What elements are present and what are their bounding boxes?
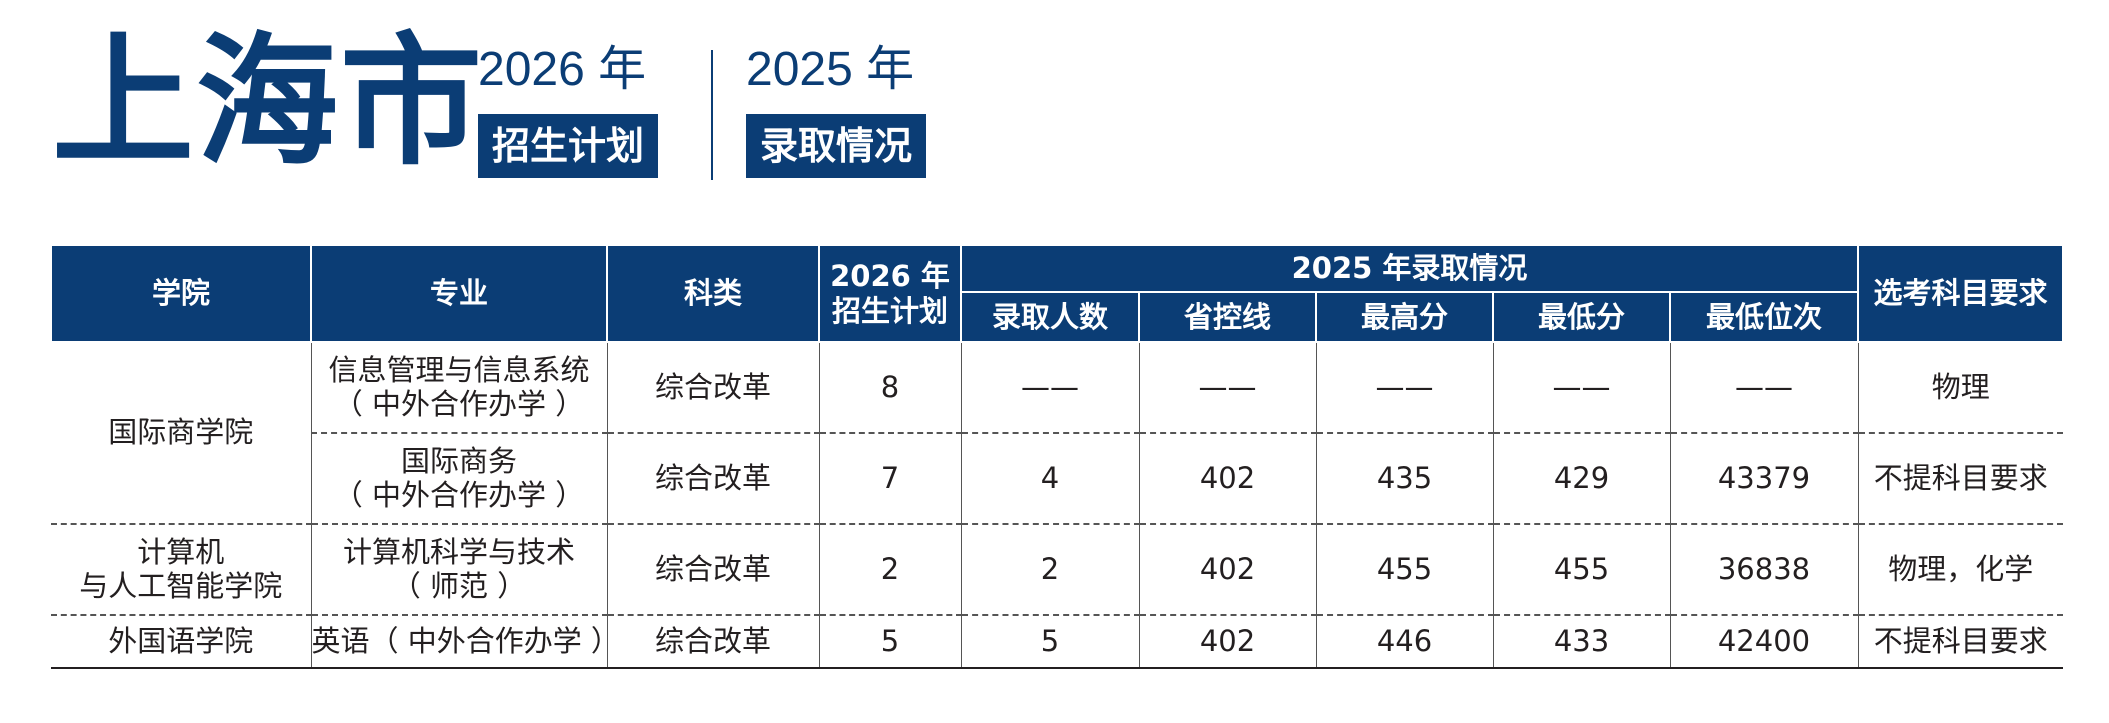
header-plan-2026: 2026 年 招生计划	[818, 244, 962, 343]
header-admission-2025: 2025 年录取情况	[960, 244, 1859, 293]
college-cell: 国际商学院	[51, 342, 312, 525]
major-cell: 计算机科学与技术 （ 师范 ）	[310, 524, 608, 616]
header-plan-year: 2026 年	[830, 258, 950, 293]
major-name: 国际商务	[400, 444, 517, 479]
header-highest: 最高分	[1315, 291, 1494, 343]
subjects-cell: 不提科目要求	[1857, 433, 2063, 525]
highest-cell: 435	[1315, 433, 1494, 525]
header-admitted-count: 录取人数	[960, 291, 1140, 343]
header-major: 专业	[310, 244, 608, 343]
rank-cell: 43379	[1669, 433, 1859, 525]
admission-tag: 录取情况	[746, 114, 927, 178]
major-name: 信息管理与信息系统	[328, 353, 590, 388]
subjects-cell: 物理	[1857, 342, 2063, 434]
major-note: （ 师范 ）	[391, 568, 527, 603]
header-subject-req: 选考科目要求	[1857, 244, 2064, 343]
plan-cell: 8	[818, 342, 962, 434]
header-plan-label: 招生计划	[831, 293, 948, 328]
provincial-cell: 402	[1138, 524, 1317, 616]
plan-cell: 7	[818, 433, 962, 525]
major-cell: 信息管理与信息系统 （ 中外合作办学 ）	[310, 342, 608, 434]
subjects-cell: 物理，化学	[1857, 524, 2063, 616]
subjects-cell: 不提科目要求	[1857, 615, 2063, 669]
plan-year: 2026 年	[478, 43, 647, 96]
header-lowest: 最低分	[1492, 291, 1671, 343]
admission-table: 学院 专业 科类 2026 年 招生计划 2025 年录取情况 选考科目要求 录…	[50, 244, 2064, 669]
admitted-cell: ——	[960, 342, 1140, 434]
major-cell: 英语（ 中外合作办学 ）	[310, 615, 620, 669]
header-category: 科类	[606, 244, 820, 343]
provincial-cell: 402	[1138, 615, 1317, 669]
plan-tag: 招生计划	[478, 114, 659, 178]
admitted-cell: 5	[960, 615, 1140, 669]
major-note: （ 中外合作办学 ）	[333, 386, 585, 421]
table-row: 计算机 与人工智能学院 计算机科学与技术 （ 师范 ） 综合改革 2 2 402…	[51, 524, 2063, 616]
highest-cell: ——	[1315, 342, 1494, 434]
rank-cell: ——	[1669, 342, 1859, 434]
admitted-cell: 2	[960, 524, 1140, 616]
provincial-cell: 402	[1138, 433, 1317, 525]
rank-cell: 42400	[1669, 615, 1859, 669]
header-college: 学院	[50, 244, 312, 343]
header-provincial-line: 省控线	[1138, 291, 1317, 343]
admission-year: 2025 年	[746, 43, 915, 96]
category-cell: 综合改革	[606, 524, 820, 616]
page-title: 上海市	[52, 20, 484, 185]
rank-cell: 36838	[1669, 524, 1859, 616]
college-cell: 外国语学院	[51, 615, 312, 669]
major-name: 计算机科学与技术	[342, 535, 575, 570]
college-cell: 计算机 与人工智能学院	[51, 524, 312, 616]
table-row: 国际商学院 信息管理与信息系统 （ 中外合作办学 ） 综合改革 8 —— —— …	[51, 342, 2063, 525]
lowest-cell: 429	[1492, 433, 1671, 525]
admitted-cell: 4	[960, 433, 1140, 525]
highest-cell: 446	[1315, 615, 1494, 669]
category-cell: 综合改革	[606, 433, 820, 525]
lowest-cell: ——	[1492, 342, 1671, 434]
category-cell: 综合改革	[606, 342, 820, 434]
college-name-line2: 与人工智能学院	[79, 568, 283, 603]
table-row: 外国语学院 英语（ 中外合作办学 ） 综合改革 5 5 402 446 433 …	[51, 615, 2063, 669]
plan-cell: 5	[818, 615, 962, 669]
highest-cell: 455	[1315, 524, 1494, 616]
header-divider	[711, 50, 713, 180]
lowest-cell: 433	[1492, 615, 1671, 669]
college-name-line1: 计算机	[137, 535, 225, 570]
admission-2025-block: 2025 年 录取情况	[746, 43, 927, 178]
lowest-cell: 455	[1492, 524, 1671, 616]
major-note: （ 中外合作办学 ）	[333, 477, 585, 512]
plan-2026-block: 2026 年 招生计划	[478, 43, 659, 178]
category-cell: 综合改革	[606, 615, 820, 669]
table-row: 国际商务 （ 中外合作办学 ） 综合改革 7 4 402 435 429 433…	[51, 433, 2063, 525]
plan-cell: 2	[818, 524, 962, 616]
provincial-cell: ——	[1138, 342, 1317, 434]
header-lowest-rank: 最低位次	[1669, 291, 1859, 343]
major-cell: 国际商务 （ 中外合作办学 ）	[311, 433, 608, 525]
